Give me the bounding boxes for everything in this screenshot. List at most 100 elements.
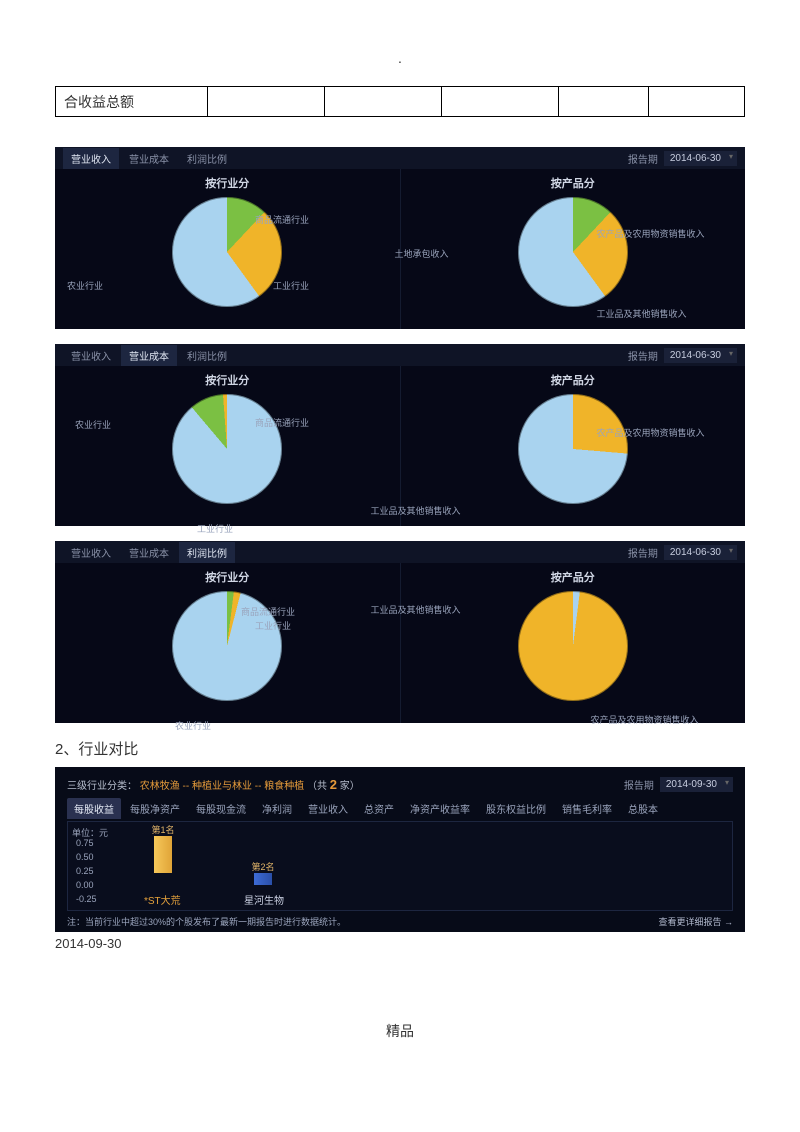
ht-cell-0: 合收益总额 xyxy=(56,87,208,117)
metric-tab-1[interactable]: 每股净资产 xyxy=(123,798,187,819)
pie-left: 按行业分农业行业商品流通行业工业行业 xyxy=(55,366,400,526)
industry-crumb: 三级行业分类： 农林牧渔 -- 种植业与林业 -- 粮食种植 （共 2 家） xyxy=(67,777,360,792)
ytick: 0.25 xyxy=(76,866,94,876)
slice-label: 农产品及农用物资销售收入 xyxy=(597,227,705,240)
tab-1[interactable]: 营业成本 xyxy=(121,148,177,169)
slice-label: 农业行业 xyxy=(67,279,103,292)
pie-left: 按行业分商品流通行业工业行业农业行业 xyxy=(55,563,400,723)
comp-period-label: 报告期 xyxy=(624,777,654,792)
pie-title: 按行业分 xyxy=(205,175,249,191)
bar-1: 第2名 xyxy=(254,873,272,885)
period-label: 报告期 xyxy=(628,545,658,560)
metric-tab-9[interactable]: 总股本 xyxy=(621,798,665,819)
pie-chart xyxy=(518,394,628,504)
metric-tab-2[interactable]: 每股现金流 xyxy=(189,798,253,819)
panel-body: 按行业分商品流通行业工业行业 农业行业 按产品分农产品及农用物资销售收入工业品及其他… xyxy=(55,169,745,329)
ht-cell-4 xyxy=(558,87,648,117)
panel-body: 按行业分商品流通行业工业行业农业行业按产品分工业品及其他销售收入农产品及农用物资… xyxy=(55,563,745,723)
ht-cell-5 xyxy=(648,87,744,117)
tab-0[interactable]: 营业收入 xyxy=(63,345,119,366)
ht-cell-3 xyxy=(441,87,558,117)
ytick: 0.50 xyxy=(76,852,94,862)
tab-1[interactable]: 营业成本 xyxy=(121,542,177,563)
pie-title: 按行业分 xyxy=(205,372,249,388)
tab-2[interactable]: 利润比例 xyxy=(179,345,235,366)
pie-title: 按产品分 xyxy=(551,569,595,585)
comp-header: 三级行业分类： 农林牧渔 -- 种植业与林业 -- 粮食种植 （共 2 家） 报… xyxy=(67,777,733,792)
metric-tab-6[interactable]: 净资产收益率 xyxy=(403,798,477,819)
pie-chart xyxy=(172,394,282,504)
panel-body: 按行业分农业行业商品流通行业工业行业按产品分农产品及农用物资销售收入工业品及其他… xyxy=(55,366,745,526)
metric-tab-7[interactable]: 股东权益比例 xyxy=(479,798,553,819)
metric-tab-8[interactable]: 销售毛利率 xyxy=(555,798,619,819)
more-link[interactable]: 查看更详细报告 → xyxy=(658,915,733,928)
footer-text: 精品 xyxy=(55,1021,745,1041)
slice-label: 工业行业 xyxy=(197,522,233,535)
period-select[interactable]: 2014-06-30 xyxy=(664,545,737,560)
slice-label: 农产品及农用物资销售收入 xyxy=(591,713,699,726)
slice-label: 土地承包收入 xyxy=(395,247,449,260)
comparison-panel: 三级行业分类： 农林牧渔 -- 种植业与林业 -- 粮食种植 （共 2 家） 报… xyxy=(55,767,745,932)
panel-0: 营业收入营业成本利润比例 报告期 2014-06-30 按行业分商品流通行业工业行业 农… xyxy=(55,147,745,329)
bar-chart: 单位：元 0.750.500.250.00-0.25 第1名第2名 *ST大荒星… xyxy=(67,821,733,911)
tab-2[interactable]: 利润比例 xyxy=(179,542,235,563)
panel-head: 营业收入营业成本利润比例报告期2014-06-30 xyxy=(55,344,745,366)
period-select[interactable]: 2014-06-30 xyxy=(664,151,737,166)
pie-chart xyxy=(518,591,628,701)
pie-right: 按产品分农产品及农用物资销售收入工业品及其他销售收入土地承包收入 xyxy=(400,169,746,329)
slice-label: 商品流通行业 xyxy=(255,213,309,226)
slice-label: 农产品及农用物资销售收入 xyxy=(597,426,705,439)
period-select[interactable]: 2014-06-30 xyxy=(664,348,737,363)
pie-title: 按产品分 xyxy=(551,372,595,388)
crumb-count-pre: （共 xyxy=(307,781,330,792)
tab-2[interactable]: 利润比例 xyxy=(179,148,235,169)
metric-tab-5[interactable]: 总资产 xyxy=(357,798,401,819)
slice-label: 工业品及其他销售收入 xyxy=(371,504,461,517)
pie-title: 按行业分 xyxy=(205,569,249,585)
rank-label: 第1名 xyxy=(151,823,174,836)
pie-title: 按产品分 xyxy=(551,175,595,191)
crumb-chain: 农林牧渔 -- 种植业与林业 -- 粮食种植 xyxy=(140,781,304,792)
metric-tabs: 每股收益每股净资产每股现金流净利润营业收入总资产净资产收益率股东权益比例销售毛利… xyxy=(67,798,733,819)
crumb-prefix: 三级行业分类： xyxy=(67,781,137,792)
pie-right: 按产品分工业品及其他销售收入农产品及农用物资销售收入 xyxy=(400,563,746,723)
crumb-count-post: 家） xyxy=(340,781,360,792)
slice-label: 工业品及其他销售收入 xyxy=(371,603,461,616)
bar-xlabel: 星河生物 xyxy=(244,892,284,907)
ht-cell-1 xyxy=(207,87,324,117)
panel-head: 营业收入营业成本利润比例 报告期 2014-06-30 xyxy=(55,541,745,563)
crumb-count: 2 xyxy=(330,777,337,792)
bar-xlabel: *ST大荒 xyxy=(144,892,181,907)
top-dot: . xyxy=(55,50,745,66)
header-table: 合收益总额 xyxy=(55,86,745,117)
metric-tab-4[interactable]: 营业收入 xyxy=(301,798,355,819)
ytick: 0.00 xyxy=(76,880,94,890)
slice-label: 商品流通行业 xyxy=(241,605,295,618)
period-label: 报告期 xyxy=(628,151,658,166)
slice-label: 农业行业 xyxy=(175,719,211,732)
panel-2: 营业收入营业成本利润比例 报告期 2014-06-30 按行业分商品流通行业工业行业农… xyxy=(55,541,745,723)
slice-label: 工业行业 xyxy=(273,279,309,292)
note-row: 注：当前行业中超过30%的个股发布了最新一期报告时进行数据统计。 查看更详细报告… xyxy=(67,915,733,928)
slice-label: 工业品及其他销售收入 xyxy=(597,307,687,320)
pie-chart xyxy=(518,197,628,307)
metric-tab-3[interactable]: 净利润 xyxy=(255,798,299,819)
tab-0[interactable]: 营业收入 xyxy=(63,542,119,563)
rank-label: 第2名 xyxy=(251,860,274,873)
tab-1[interactable]: 营业成本 xyxy=(121,345,177,366)
pie-right: 按产品分农产品及农用物资销售收入工业品及其他销售收入 xyxy=(400,366,746,526)
metric-tab-0[interactable]: 每股收益 xyxy=(67,798,121,819)
note-text: 注：当前行业中超过30%的个股发布了最新一期报告时进行数据统计。 xyxy=(67,915,346,928)
comp-period-select[interactable]: 2014-09-30 xyxy=(660,777,733,792)
date-text: 2014-09-30 xyxy=(55,936,745,951)
panel-head: 营业收入营业成本利润比例 报告期 2014-06-30 xyxy=(55,147,745,169)
tab-0[interactable]: 营业收入 xyxy=(63,148,119,169)
panel-1: 营业收入营业成本利润比例报告期2014-06-30 按行业分农业行业 商品流通行业工… xyxy=(55,344,745,526)
bar-0: 第1名 xyxy=(154,836,172,873)
slice-label: 商品流通行业 xyxy=(255,416,309,429)
pie-left: 按行业分商品流通行业工业行业 农业行业 xyxy=(55,169,400,329)
section-2-title: 2、行业对比 xyxy=(55,738,745,759)
slice-label: 工业行业 xyxy=(255,619,291,632)
ht-cell-2 xyxy=(324,87,441,117)
slice-label: 农业行业 xyxy=(75,418,111,431)
